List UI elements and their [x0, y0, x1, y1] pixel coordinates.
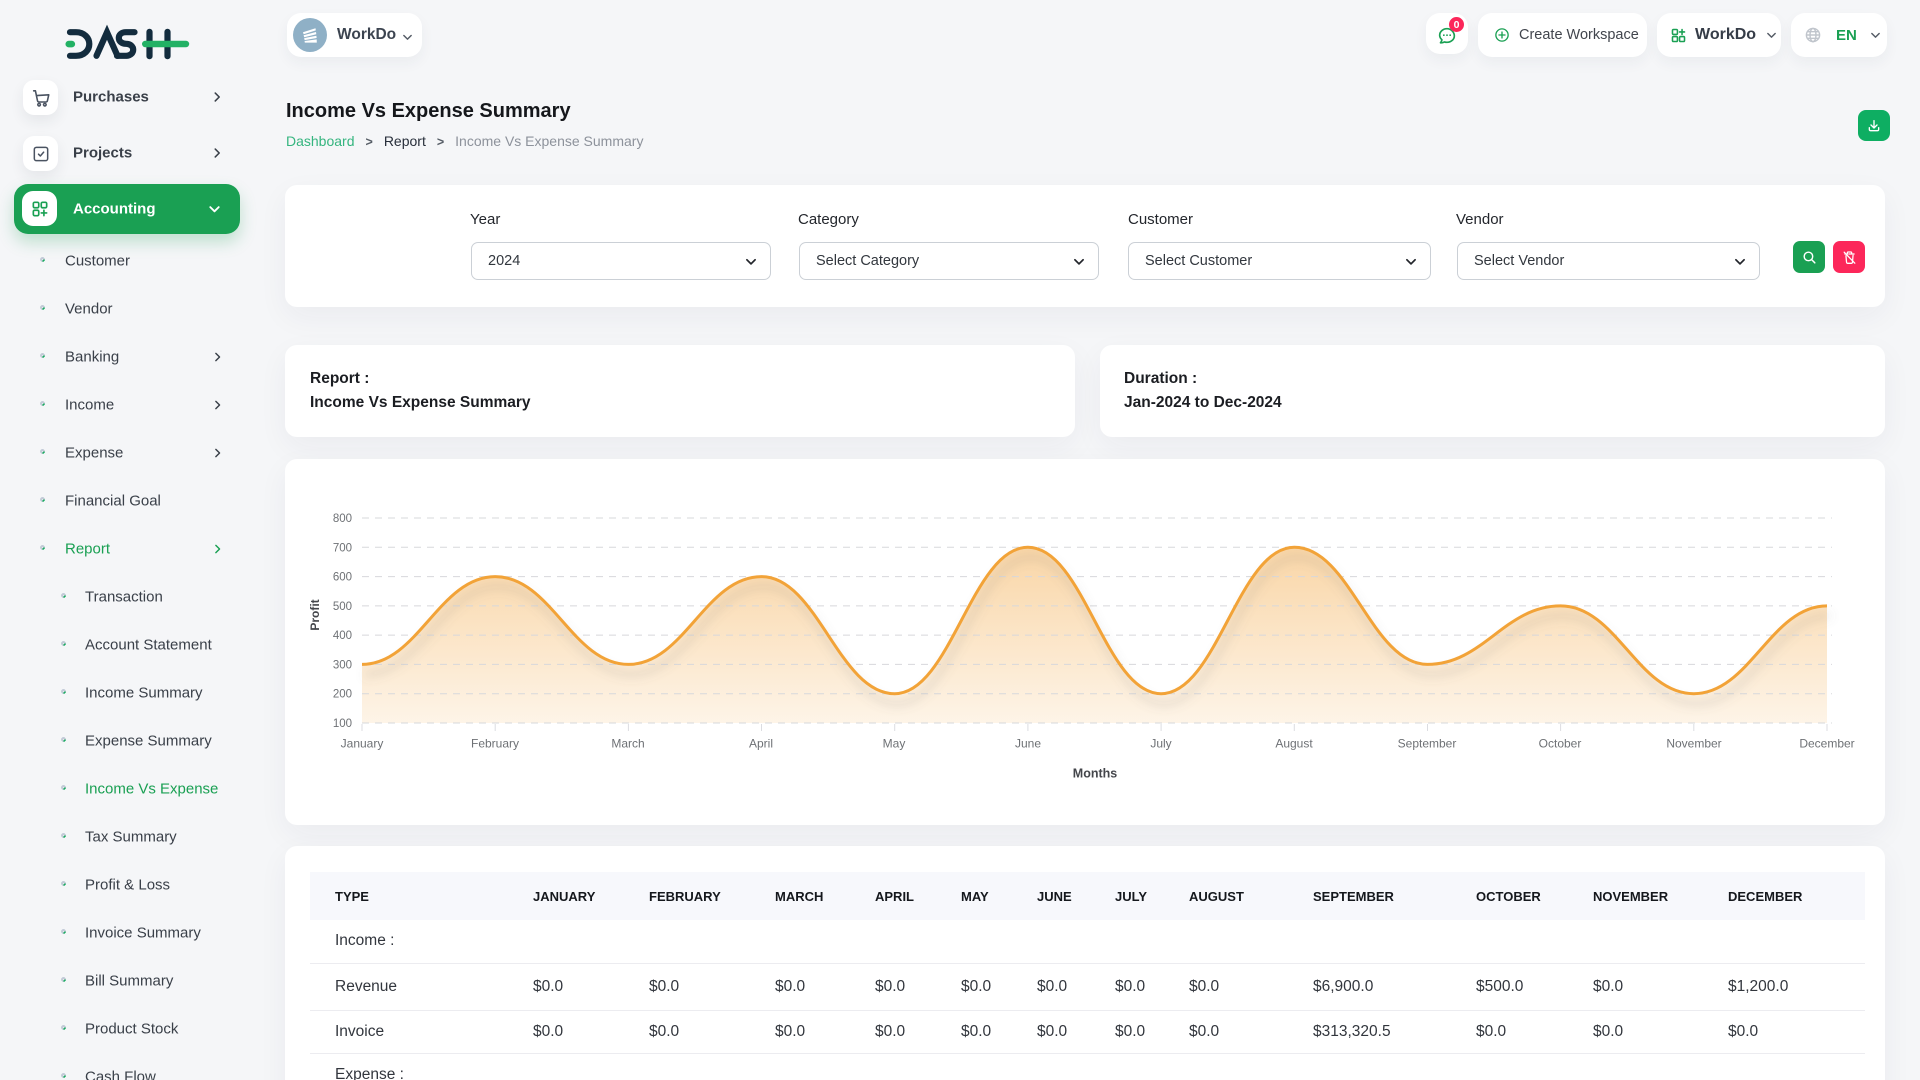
svg-text:August: August	[1275, 737, 1313, 751]
svg-text:700: 700	[333, 542, 352, 554]
svg-text:600: 600	[333, 572, 352, 584]
svg-text:December: December	[1799, 737, 1854, 751]
svg-text:400: 400	[333, 630, 352, 642]
svg-text:500: 500	[333, 601, 352, 613]
svg-text:January: January	[341, 737, 384, 751]
svg-text:September: September	[1398, 737, 1457, 751]
svg-text:Months: Months	[1073, 767, 1117, 781]
svg-text:May: May	[883, 737, 906, 751]
svg-text:800: 800	[333, 513, 352, 525]
svg-text:November: November	[1666, 737, 1721, 751]
svg-text:Profit: Profit	[308, 599, 322, 630]
svg-text:March: March	[611, 737, 644, 751]
svg-text:200: 200	[333, 689, 352, 701]
svg-text:300: 300	[333, 659, 352, 671]
svg-text:July: July	[1150, 737, 1171, 751]
svg-text:February: February	[471, 737, 519, 751]
svg-text:October: October	[1539, 737, 1582, 751]
svg-text:100: 100	[333, 718, 352, 730]
svg-text:April: April	[749, 737, 773, 751]
svg-text:June: June	[1015, 737, 1041, 751]
